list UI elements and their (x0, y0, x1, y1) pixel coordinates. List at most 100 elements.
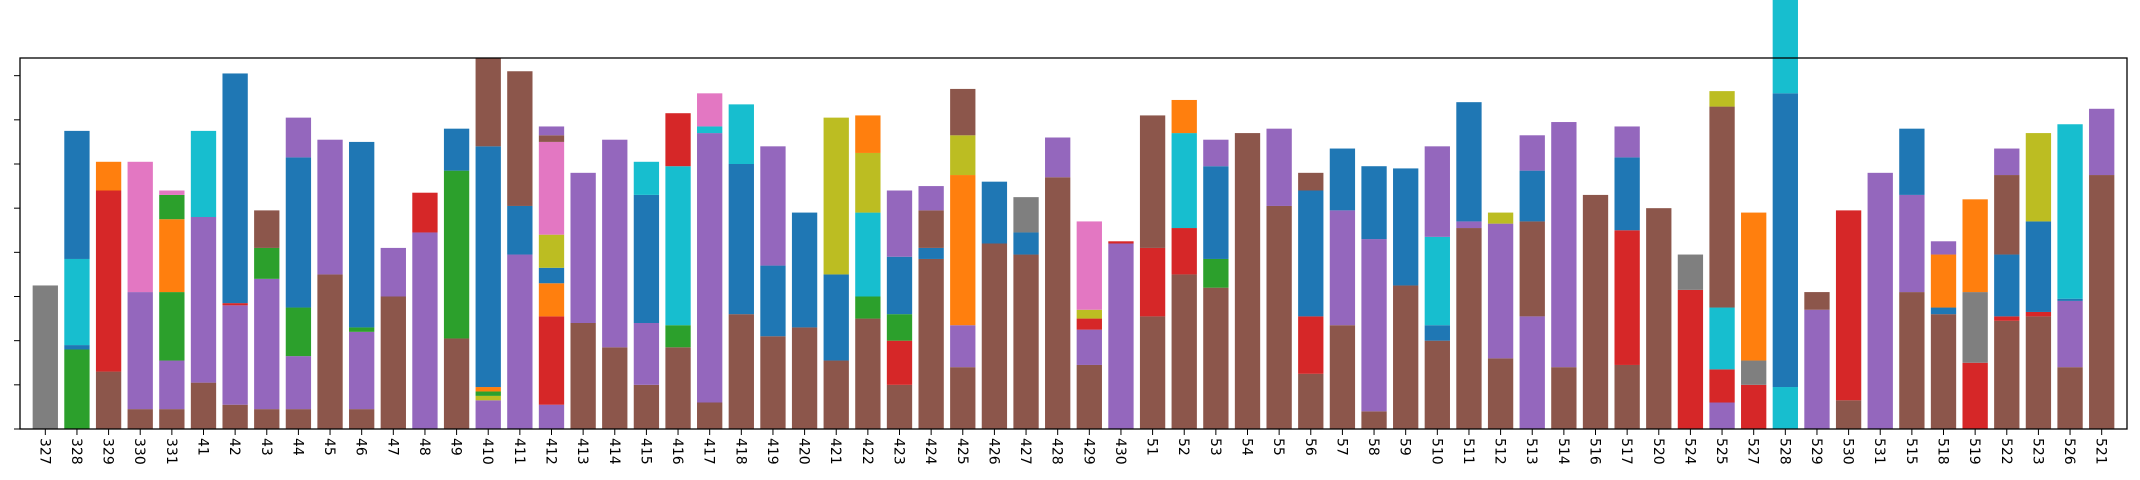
bar-segment-416-1 (665, 325, 691, 348)
bar-segment-519-1 (1962, 292, 1988, 363)
bar-segment-414-0 (602, 347, 628, 429)
y-axis (14, 75, 20, 430)
bar-segment-526-3 (2057, 124, 2083, 299)
bar-segment-513-1 (1519, 221, 1545, 317)
plot-area-frame (19, 57, 2128, 430)
bar-segment-57-2 (1329, 148, 1356, 211)
bar-segment-517-0 (1614, 364, 1640, 429)
bar-segment-429-4 (1076, 221, 1102, 310)
x-tick-label: 415 (637, 438, 653, 465)
x-tick-label: 524 (1681, 438, 1697, 465)
bar-segment-410-1 (475, 395, 501, 401)
bar-segment-59-0 (1393, 285, 1419, 429)
bar-segment-526-1 (2057, 300, 2083, 368)
bar-segment-42-3 (222, 73, 248, 304)
bar-segment-425-1 (950, 325, 976, 368)
x-tick-label: 41 (194, 438, 210, 456)
bar-segment-53-1 (1203, 258, 1229, 288)
bar-segment-426-0 (981, 243, 1008, 429)
bar-segment-528-2 (1772, 0, 1798, 94)
bar-segment-415-3 (633, 161, 660, 195)
bar-segment-525-4 (1709, 91, 1735, 107)
bar-segment-41-2 (190, 130, 217, 218)
bar-segment-55-1 (1266, 128, 1292, 206)
bar-segment-425-3 (950, 135, 976, 176)
bar-segment-517-2 (1614, 157, 1640, 231)
bar-segment-330-0 (127, 409, 153, 430)
bar-segment-510-3 (1424, 146, 1450, 237)
x-tick-label: 411 (511, 438, 527, 465)
bar-segment-328-3 (64, 130, 90, 259)
bar-segment-327-0 (32, 285, 58, 429)
bar-segment-518-1 (1930, 307, 1957, 315)
bar-segment-42-0 (222, 404, 248, 429)
bar-segment-428-1 (1045, 137, 1071, 178)
bar-segment-412-4 (538, 234, 565, 268)
bar-segment-429-1 (1076, 329, 1102, 365)
bar-segment-430-1 (1108, 241, 1134, 244)
x-tick-label: 42 (226, 438, 242, 456)
bar-segment-425-2 (950, 175, 976, 326)
x-tick-label: 51 (1144, 438, 1160, 456)
bar-segment-423-2 (886, 314, 913, 341)
x-tick-label: 57 (1333, 438, 1349, 456)
bar-segment-524-0 (1677, 289, 1704, 430)
bar-segment-515-2 (1899, 128, 1925, 195)
bar-segment-517-3 (1614, 126, 1640, 158)
bar-segment-47-0 (380, 296, 406, 429)
bar-segment-43-2 (254, 247, 280, 279)
bar-segment-520-0 (1646, 208, 1672, 429)
bar-segment-330-2 (127, 161, 153, 293)
bar-segment-515-0 (1899, 292, 1925, 429)
bar-segment-417-2 (697, 126, 723, 134)
bar-segment-522-0 (1994, 320, 2020, 429)
bar-segment-424-1 (918, 247, 944, 259)
x-tick-label: 43 (258, 438, 274, 456)
bar-segment-56-2 (1298, 190, 1324, 317)
bar-segment-411-2 (507, 71, 533, 206)
bar-segment-412-3 (538, 267, 565, 284)
bar-segment-56-3 (1298, 172, 1324, 191)
bar-segment-51-1 (1139, 247, 1166, 317)
bar-segment-421-2 (823, 117, 849, 275)
x-tick-label: 421 (827, 438, 843, 465)
bar-segment-412-0 (538, 404, 565, 429)
bar-segment-512-0 (1487, 358, 1514, 429)
x-tick-label: 418 (732, 438, 748, 465)
x-tick-label: 517 (1618, 438, 1634, 465)
x-tick-label: 521 (2093, 438, 2109, 465)
bar-segment-427-0 (1013, 254, 1039, 429)
x-tick-label: 425 (954, 438, 970, 465)
bar-segment-44-4 (285, 117, 312, 158)
bar-segment-49-1 (443, 170, 470, 339)
bar-segment-56-0 (1298, 373, 1324, 429)
x-tick-label: 427 (1017, 438, 1033, 465)
bar-segment-522-1 (1994, 316, 2020, 321)
x-tick-label: 58 (1365, 438, 1381, 456)
bar-segment-47-1 (380, 247, 406, 297)
bar-segment-45-0 (317, 274, 343, 429)
bar-segment-41-1 (190, 217, 217, 383)
bar-segment-523-3 (2025, 133, 2052, 222)
x-tick-label: 45 (321, 438, 337, 456)
bar-segment-522-2 (1994, 254, 2020, 317)
bar-segment-410-4 (475, 146, 501, 388)
bar-segment-510-0 (1424, 340, 1450, 429)
bar-segment-416-2 (665, 166, 691, 326)
x-tick-label: 528 (1776, 438, 1792, 465)
x-tick-label: 59 (1397, 438, 1413, 456)
bar-segment-423-4 (886, 190, 913, 257)
bar-segment-55-0 (1266, 205, 1292, 429)
x-tick-label: 328 (68, 438, 84, 465)
bar-segment-411-1 (507, 205, 533, 255)
bar-segment-417-3 (697, 93, 723, 127)
bar-segment-417-0 (697, 402, 723, 429)
x-tick-label: 530 (1840, 438, 1856, 465)
bar-segment-410-0 (475, 400, 501, 429)
x-tick-label: 414 (606, 438, 622, 465)
x-tick-label: 49 (448, 438, 464, 456)
bar-segment-410-5 (475, 58, 501, 147)
x-tick-label: 525 (1713, 438, 1729, 465)
bar-segment-528-0 (1772, 387, 1798, 429)
